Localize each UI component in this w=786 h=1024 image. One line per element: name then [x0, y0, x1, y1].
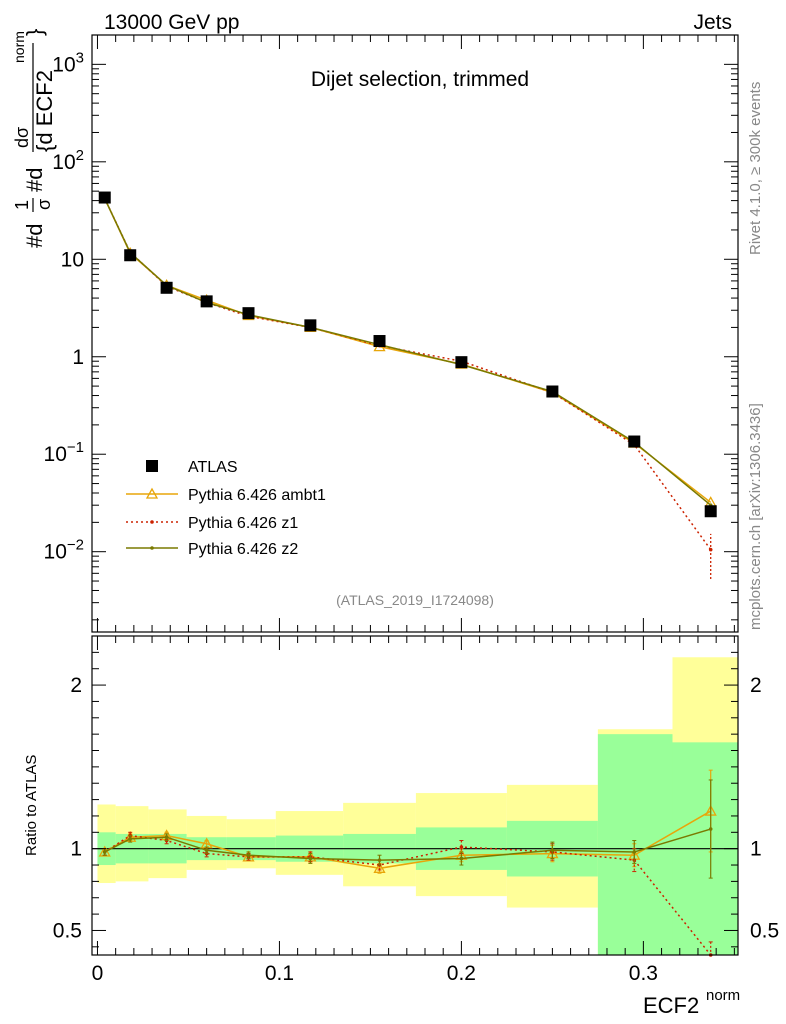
- category-label: Jets: [693, 11, 732, 34]
- ylabel-denom: {d ECF2: [32, 70, 57, 152]
- ratio-ambt1-marker: [242, 850, 255, 862]
- ratio-marker: [308, 856, 313, 861]
- x-tick-label: 0.3: [629, 962, 658, 985]
- x-axis-label: ECF2 norm: [643, 987, 740, 1018]
- legend-label: Pythia 6.426 ambt1: [188, 487, 326, 504]
- main-panel: 10−2 10−1 1 10 102 103 ATLAS Pythia 6.426 ambt1…: [44, 34, 739, 633]
- ratio-panel: 0.5 0.5 1 1 2 2 0 0.1 0.2 0.3: [53, 635, 779, 985]
- legend-label: Pythia 6.426 z1: [188, 515, 298, 532]
- mcplots-label: mcplots.cern.ch [arXiv:1306.3436]: [747, 403, 764, 630]
- ratio-marker: [550, 848, 555, 853]
- atlas-point: [455, 356, 468, 369]
- ylabel-close: }: [22, 29, 47, 36]
- main-y-tick-label: 1: [72, 346, 84, 369]
- ratio-y-axis-label: Ratio to ATLAS: [23, 755, 40, 856]
- atlas-point: [704, 505, 717, 518]
- ratio-marker: [459, 845, 464, 849]
- xlabel-sup: norm: [706, 987, 740, 1004]
- atlas-point: [304, 319, 317, 332]
- ylabel-prefix: #d: [22, 224, 47, 248]
- ylabel-one: 1: [12, 200, 32, 210]
- ylabel-sigma: σ: [34, 199, 54, 210]
- x-tick-label: 0: [92, 962, 104, 985]
- legend-marker: [150, 520, 154, 524]
- main-y-tick-label: 102: [52, 147, 84, 174]
- ratio-marker: [246, 853, 251, 858]
- legend-label: Pythia 6.426 z2: [188, 541, 298, 558]
- ratio-marker: [459, 856, 464, 861]
- ylabel-sup: norm: [11, 31, 27, 63]
- ratio-y-tick-label-right: 2: [750, 674, 762, 697]
- main-frame: [91, 34, 739, 633]
- xlabel-base: ECF2: [643, 993, 699, 1018]
- atlas-point: [160, 281, 173, 294]
- main-y-tick-label: 103: [52, 49, 84, 76]
- legend-marker: [150, 546, 154, 550]
- atlas-point: [200, 295, 213, 308]
- ratio-y-tick-label-left: 0.5: [53, 919, 82, 942]
- ratio-marker: [632, 850, 637, 854]
- analysis-id: (ATLAS_2019_I1724098): [336, 592, 494, 608]
- ratio-marker: [102, 850, 107, 854]
- ratio-y-tick-label-left: 2: [70, 674, 82, 697]
- ratio-marker: [164, 835, 169, 840]
- series-line: [104, 198, 712, 504]
- legend-label: ATLAS: [188, 459, 238, 476]
- ratio-marker: [204, 848, 209, 853]
- energy-label: 13000 GeV pp: [104, 11, 239, 34]
- ratio-y-tick-label-right: 0.5: [750, 919, 779, 942]
- ratio-ambt1-marker: [373, 861, 386, 873]
- main-y-tick-label: 10−1: [44, 439, 84, 466]
- main-y-tick-label: 10−2: [44, 537, 84, 564]
- ratio-frame: [91, 635, 739, 956]
- x-tick-label: 0.1: [265, 962, 294, 985]
- ylabel-d: #d: [22, 168, 47, 192]
- ylabel-dsigma: dσ: [12, 127, 32, 148]
- legend-ambt1-marker: [145, 487, 159, 499]
- legend-atlas-marker: [146, 460, 158, 472]
- atlas-point: [373, 335, 386, 348]
- chart-title: Dijet selection, trimmed: [311, 68, 529, 91]
- ratio-marker: [377, 858, 382, 862]
- atlas-point: [98, 191, 111, 204]
- ratio-y-tick-label-right: 1: [750, 838, 762, 861]
- ratio-marker: [128, 837, 133, 841]
- atlas-point: [242, 307, 255, 320]
- main-y-tick-label: 10: [61, 248, 84, 271]
- x-tick-label: 0.2: [447, 962, 476, 985]
- atlas-point: [546, 385, 559, 398]
- ratio-y-tick-label-left: 1: [70, 838, 82, 861]
- atlas-point: [628, 435, 641, 448]
- atlas-point: [124, 249, 137, 262]
- rivet-label: Rivet 4.1.0, ≥ 300k events: [747, 82, 764, 255]
- ratio-marker: [708, 827, 713, 831]
- main-y-axis-label: #d 1 σ #d dσ {d ECF2 norm }: [11, 29, 57, 248]
